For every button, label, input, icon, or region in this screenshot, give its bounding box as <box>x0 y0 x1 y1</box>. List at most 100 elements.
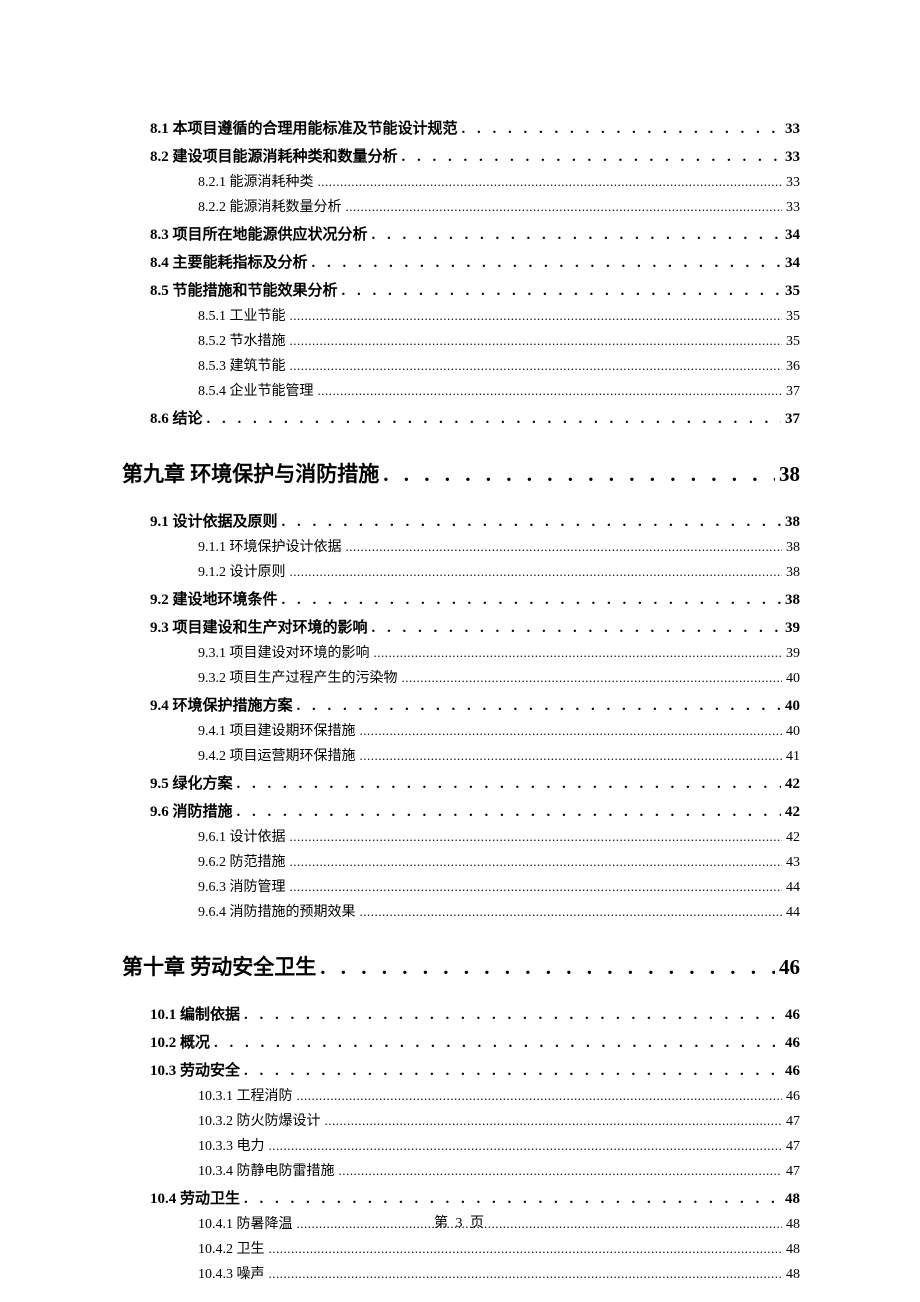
toc-entry-subsection: 9.6.3 消防管理..............................… <box>198 876 800 896</box>
toc-page-number: 42 <box>785 804 800 821</box>
toc-label: 10.3.4 防静电防雷措施 <box>198 1160 335 1180</box>
toc-leader-dots: . . . . . . . . . . . . . . . . . . . . … <box>312 255 781 272</box>
toc-page-number: 48 <box>786 1267 800 1283</box>
toc-leader-dots: ........................................… <box>325 1113 783 1129</box>
toc-label: 8.6 结论 <box>150 407 203 428</box>
toc-label: 9.1.2 设计原则 <box>198 561 286 581</box>
toc-label: 9.2 建设地环境条件 <box>150 588 278 609</box>
toc-leader-dots: ........................................… <box>297 1088 783 1104</box>
toc-page-number: 35 <box>785 283 800 300</box>
toc-entry-section: 10.2 概况. . . . . . . . . . . . . . . . .… <box>150 1031 800 1052</box>
toc-leader-dots: ........................................… <box>339 1163 783 1179</box>
toc-label: 第九章 环境保护与消防措施 <box>122 458 379 488</box>
toc-leader-dots: . . . . . . . . . . . . . . . . . . . . … <box>237 776 781 793</box>
toc-entry-subsection: 9.6.1 设计依据..............................… <box>198 826 800 846</box>
toc-leader-dots: ........................................… <box>346 199 783 215</box>
toc-label: 8.3 项目所在地能源供应状况分析 <box>150 223 368 244</box>
toc-label: 9.4 环境保护措施方案 <box>150 694 293 715</box>
toc-page-number: 46 <box>785 1035 800 1052</box>
toc-page-number: 37 <box>785 411 800 428</box>
toc-leader-dots: ........................................… <box>269 1266 783 1282</box>
toc-label: 9.4.1 项目建设期环保措施 <box>198 720 356 740</box>
toc-leader-dots: . . . . . . . . . . . . . . . . . . . . … <box>244 1007 781 1024</box>
toc-entry-subsection: 8.2.1 能源消耗种类............................… <box>198 171 800 191</box>
toc-page-number: 40 <box>785 698 800 715</box>
toc-leader-dots: ........................................… <box>290 358 783 374</box>
toc-leader-dots: . . . . . . . . . . . . . . . . . . . . … <box>297 698 781 715</box>
toc-label: 10.4.3 噪声 <box>198 1263 265 1283</box>
toc-label: 9.6.1 设计依据 <box>198 826 286 846</box>
toc-page-number: 33 <box>786 200 800 216</box>
toc-page-number: 44 <box>786 880 800 896</box>
toc-entry-section: 10.4 劳动卫生. . . . . . . . . . . . . . . .… <box>150 1187 800 1208</box>
toc-leader-dots: . . . . . . . . . . . . . . . . . . . . … <box>342 283 781 300</box>
toc-entry-subsection: 8.5.4 企业节能管理............................… <box>198 380 800 400</box>
toc-label: 9.6.2 防范措施 <box>198 851 286 871</box>
toc-entry-section: 9.1 设计依据及原则. . . . . . . . . . . . . . .… <box>150 510 800 531</box>
toc-entry-section: 8.2 建设项目能源消耗种类和数量分析. . . . . . . . . . .… <box>150 145 800 166</box>
toc-page-number: 42 <box>786 830 800 846</box>
toc-page-number: 34 <box>785 255 800 272</box>
toc-page-number: 43 <box>786 855 800 871</box>
toc-leader-dots: ........................................… <box>290 829 783 845</box>
toc-label: 8.4 主要能耗指标及分析 <box>150 251 308 272</box>
toc-entry-section: 10.3 劳动安全. . . . . . . . . . . . . . . .… <box>150 1059 800 1080</box>
toc-page-number: 35 <box>786 309 800 325</box>
toc-entry-subsection: 8.5.1 工业节能..............................… <box>198 305 800 325</box>
page-footer: 第 3 页 <box>0 1212 920 1232</box>
toc-page-number: 48 <box>786 1242 800 1258</box>
toc-page-number: 48 <box>785 1191 800 1208</box>
toc-label: 9.6.3 消防管理 <box>198 876 286 896</box>
toc-entry-chapter: 第九章 环境保护与消防措施. . . . . . . . . . . . . .… <box>122 458 800 488</box>
toc-leader-dots: . . . . . . . . . . . . . . . . . . . . … <box>372 227 781 244</box>
toc-page-number: 42 <box>785 776 800 793</box>
toc-label: 8.2 建设项目能源消耗种类和数量分析 <box>150 145 398 166</box>
toc-leader-dots: ........................................… <box>360 723 783 739</box>
toc-entry-subsection: 10.3.3 电力...............................… <box>198 1135 800 1155</box>
toc-label: 8.5.2 节水措施 <box>198 330 286 350</box>
toc-entry-subsection: 8.2.2 能源消耗数量分析..........................… <box>198 196 800 216</box>
toc-leader-dots: . . . . . . . . . . . . . . . . . . . . … <box>282 514 781 531</box>
toc-label: 9.1.1 环境保护设计依据 <box>198 536 342 556</box>
toc-label: 8.5.4 企业节能管理 <box>198 380 314 400</box>
toc-page-number: 46 <box>785 1063 800 1080</box>
toc-entry-section: 8.4 主要能耗指标及分析. . . . . . . . . . . . . .… <box>150 251 800 272</box>
toc-entry-subsection: 9.6.4 消防措施的预期效果.........................… <box>198 901 800 921</box>
toc-entry-subsection: 9.6.2 防范措施..............................… <box>198 851 800 871</box>
toc-page-number: 33 <box>786 175 800 191</box>
toc-leader-dots: . . . . . . . . . . . . . . . . . . . . … <box>372 620 781 637</box>
toc-entry-subsection: 10.4.3 噪声...............................… <box>198 1263 800 1283</box>
toc-leader-dots: ........................................… <box>360 748 783 764</box>
toc-label: 10.1 编制依据 <box>150 1003 240 1024</box>
toc-page-number: 41 <box>786 749 800 765</box>
toc-label: 8.2.2 能源消耗数量分析 <box>198 196 342 216</box>
toc-label: 10.3.2 防火防爆设计 <box>198 1110 321 1130</box>
toc-entry-subsection: 10.3.4 防静电防雷措施..........................… <box>198 1160 800 1180</box>
toc-page-number: 38 <box>786 540 800 556</box>
toc-page-number: 33 <box>785 121 800 138</box>
toc-page-number: 47 <box>786 1164 800 1180</box>
toc-entry-section: 9.4 环境保护措施方案. . . . . . . . . . . . . . … <box>150 694 800 715</box>
toc-leader-dots: ........................................… <box>290 854 783 870</box>
toc-entry-subsection: 10.4.2 卫生...............................… <box>198 1238 800 1258</box>
toc-entry-section: 9.2 建设地环境条件. . . . . . . . . . . . . . .… <box>150 588 800 609</box>
toc-label: 9.4.2 项目运营期环保措施 <box>198 745 356 765</box>
toc-leader-dots: ........................................… <box>290 879 783 895</box>
toc-label: 10.3.3 电力 <box>198 1135 265 1155</box>
toc-page-number: 38 <box>785 514 800 531</box>
toc-leader-dots: ........................................… <box>290 564 783 580</box>
toc-label: 9.6.4 消防措施的预期效果 <box>198 901 356 921</box>
toc-entry-section: 10.1 编制依据. . . . . . . . . . . . . . . .… <box>150 1003 800 1024</box>
toc-entry-section: 8.1 本项目遵循的合理用能标准及节能设计规范. . . . . . . . .… <box>150 117 800 138</box>
toc-label: 10.3 劳动安全 <box>150 1059 240 1080</box>
toc-leader-dots: . . . . . . . . . . . . . . . . . . . . … <box>462 121 781 138</box>
toc-leader-dots: . . . . . . . . . . . . . . . . . . . . … <box>237 804 781 821</box>
toc-leader-dots: ........................................… <box>290 333 783 349</box>
toc-page-number: 39 <box>786 646 800 662</box>
toc-entry-subsection: 9.4.1 项目建设期环保措施.........................… <box>198 720 800 740</box>
toc-label: 9.5 绿化方案 <box>150 772 233 793</box>
toc-leader-dots: . . . . . . . . . . . . . . . . . . . . … <box>207 411 781 428</box>
toc-leader-dots: ........................................… <box>360 904 783 920</box>
toc-page-number: 46 <box>779 955 800 980</box>
toc-label: 8.1 本项目遵循的合理用能标准及节能设计规范 <box>150 117 458 138</box>
